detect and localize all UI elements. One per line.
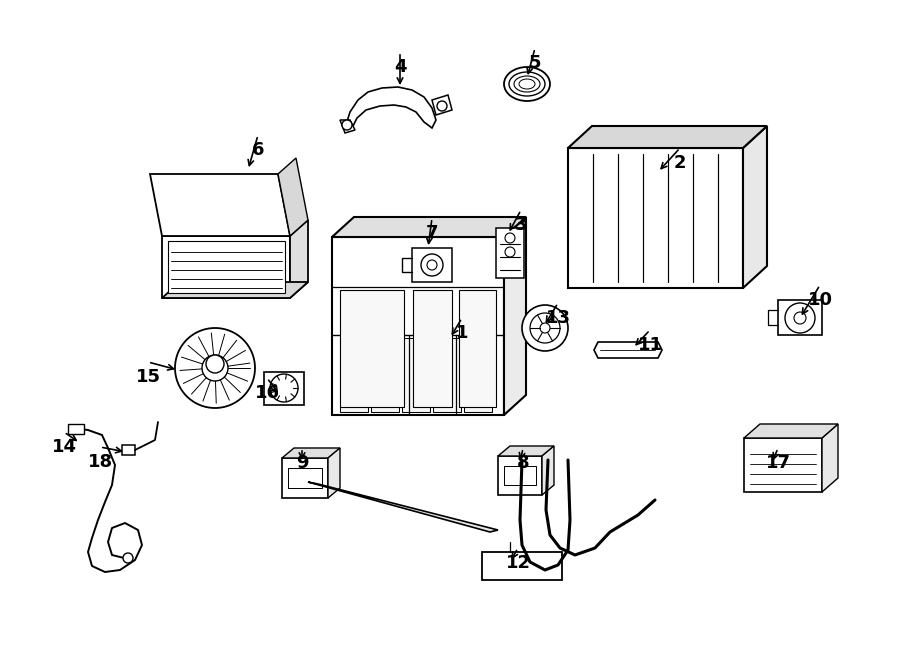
Polygon shape: [482, 552, 562, 580]
Circle shape: [505, 247, 515, 257]
Polygon shape: [743, 126, 767, 288]
Polygon shape: [308, 482, 498, 532]
Circle shape: [123, 553, 133, 563]
Polygon shape: [332, 237, 504, 415]
Polygon shape: [371, 338, 399, 412]
Circle shape: [505, 233, 515, 243]
Text: 13: 13: [545, 309, 571, 327]
Polygon shape: [340, 120, 355, 133]
Polygon shape: [122, 445, 135, 455]
Polygon shape: [822, 424, 838, 492]
Polygon shape: [264, 372, 304, 405]
Polygon shape: [68, 424, 84, 434]
Circle shape: [270, 374, 298, 402]
Polygon shape: [778, 300, 822, 335]
Polygon shape: [594, 342, 662, 358]
Polygon shape: [340, 290, 404, 407]
Circle shape: [427, 260, 437, 270]
Text: 18: 18: [87, 453, 112, 471]
Text: 12: 12: [506, 554, 530, 572]
Circle shape: [342, 120, 352, 130]
Circle shape: [785, 303, 815, 333]
Polygon shape: [744, 438, 822, 492]
Ellipse shape: [504, 67, 550, 101]
Polygon shape: [496, 228, 524, 278]
Text: 14: 14: [51, 438, 76, 456]
Polygon shape: [332, 217, 526, 237]
Text: 8: 8: [517, 454, 529, 472]
Polygon shape: [433, 338, 461, 412]
Polygon shape: [168, 241, 285, 293]
Polygon shape: [413, 290, 453, 407]
Polygon shape: [328, 448, 340, 498]
Polygon shape: [464, 338, 492, 412]
Polygon shape: [340, 338, 368, 412]
Polygon shape: [542, 446, 554, 495]
Polygon shape: [282, 458, 328, 498]
Polygon shape: [498, 446, 554, 456]
Polygon shape: [402, 338, 430, 412]
Polygon shape: [504, 217, 526, 415]
Polygon shape: [162, 236, 290, 298]
Text: 11: 11: [637, 336, 662, 354]
Text: 9: 9: [296, 454, 308, 472]
Text: 17: 17: [766, 454, 790, 472]
Polygon shape: [568, 126, 767, 148]
Circle shape: [202, 355, 228, 381]
Text: 10: 10: [807, 291, 833, 309]
Circle shape: [175, 328, 255, 408]
Text: 4: 4: [394, 58, 406, 76]
Text: 15: 15: [136, 368, 160, 386]
Text: 7: 7: [426, 224, 438, 242]
Text: 16: 16: [255, 384, 280, 402]
Circle shape: [794, 312, 806, 324]
Polygon shape: [278, 158, 308, 236]
Circle shape: [530, 313, 560, 343]
Polygon shape: [290, 220, 308, 298]
Polygon shape: [744, 424, 838, 438]
Polygon shape: [345, 87, 436, 128]
Circle shape: [540, 323, 550, 333]
Polygon shape: [150, 174, 290, 236]
Circle shape: [437, 101, 447, 111]
Polygon shape: [498, 456, 542, 495]
Text: 1: 1: [455, 324, 468, 342]
Circle shape: [522, 305, 568, 351]
Polygon shape: [432, 95, 452, 115]
Text: 6: 6: [252, 141, 265, 159]
Polygon shape: [282, 448, 340, 458]
Polygon shape: [412, 248, 452, 282]
Text: 3: 3: [515, 216, 527, 234]
Ellipse shape: [509, 72, 545, 96]
Circle shape: [206, 355, 224, 373]
Circle shape: [421, 254, 443, 276]
Text: 5: 5: [529, 54, 541, 72]
Polygon shape: [162, 282, 308, 298]
Polygon shape: [568, 148, 743, 288]
Text: 2: 2: [674, 154, 686, 172]
Polygon shape: [459, 290, 496, 407]
